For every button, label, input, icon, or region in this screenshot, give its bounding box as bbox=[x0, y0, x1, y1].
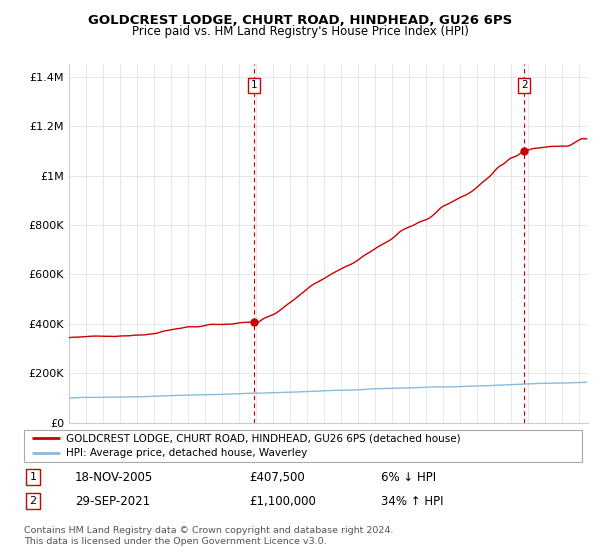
Text: 29-SEP-2021: 29-SEP-2021 bbox=[75, 494, 150, 508]
Text: GOLDCREST LODGE, CHURT ROAD, HINDHEAD, GU26 6PS (detached house): GOLDCREST LODGE, CHURT ROAD, HINDHEAD, G… bbox=[66, 433, 460, 444]
Text: Contains HM Land Registry data © Crown copyright and database right 2024.
This d: Contains HM Land Registry data © Crown c… bbox=[24, 526, 394, 546]
Text: 34% ↑ HPI: 34% ↑ HPI bbox=[381, 494, 443, 508]
Text: 1: 1 bbox=[251, 81, 257, 90]
Text: 1: 1 bbox=[29, 472, 37, 482]
Text: HPI: Average price, detached house, Waverley: HPI: Average price, detached house, Wave… bbox=[66, 448, 307, 458]
Text: Price paid vs. HM Land Registry's House Price Index (HPI): Price paid vs. HM Land Registry's House … bbox=[131, 25, 469, 38]
Text: 2: 2 bbox=[521, 81, 527, 90]
Text: GOLDCREST LODGE, CHURT ROAD, HINDHEAD, GU26 6PS: GOLDCREST LODGE, CHURT ROAD, HINDHEAD, G… bbox=[88, 14, 512, 27]
Text: 2: 2 bbox=[29, 496, 37, 506]
Text: £1,100,000: £1,100,000 bbox=[249, 494, 316, 508]
Text: 6% ↓ HPI: 6% ↓ HPI bbox=[381, 470, 436, 484]
Text: 18-NOV-2005: 18-NOV-2005 bbox=[75, 470, 153, 484]
FancyBboxPatch shape bbox=[24, 430, 582, 462]
Text: £407,500: £407,500 bbox=[249, 470, 305, 484]
